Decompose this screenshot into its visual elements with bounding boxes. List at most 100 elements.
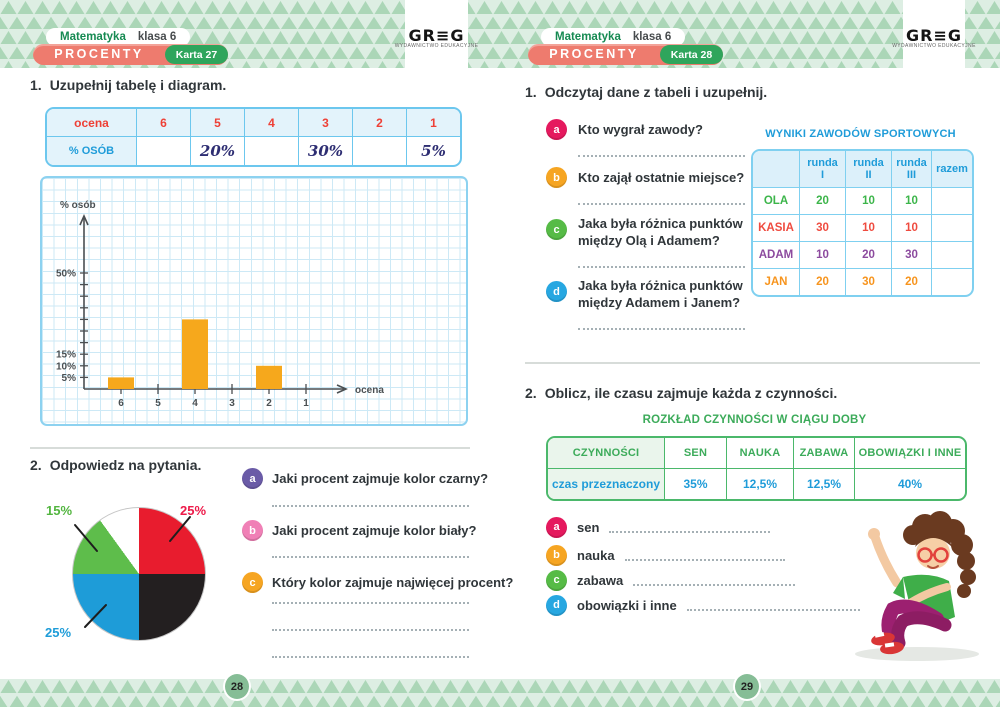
- score-cell: 20: [845, 241, 891, 268]
- grades-row-label: % OSÓB: [47, 136, 136, 165]
- x-axis-arrow: [336, 384, 348, 394]
- activity-header-cell: OBOWIĄZKI I INNE: [854, 438, 965, 468]
- activity-item: d obowiązki i inne: [546, 594, 860, 616]
- answer-line: [272, 556, 469, 558]
- grade-label: klasa 6: [632, 31, 672, 43]
- answer-line: [609, 531, 770, 533]
- bottom-pattern-band: [0, 679, 1000, 707]
- score-cell: 10: [891, 214, 931, 241]
- header-numeral: I: [820, 169, 825, 181]
- card-pill-right: Karta 28: [660, 45, 723, 64]
- grade-header-cell: 1: [406, 109, 460, 136]
- question-badge: d: [546, 281, 567, 302]
- card-label: Karta 28: [670, 48, 713, 61]
- item-label: zabawa: [577, 572, 624, 588]
- question-text: Kto zajął ostatnie miejsce?: [578, 170, 745, 185]
- logo-notch-right: GR≡G WYDAWNICTWO EDUKACYJNE: [892, 0, 975, 68]
- task-number: 2.: [30, 457, 42, 473]
- pie-label-line: [169, 516, 191, 542]
- answer-line: [272, 602, 469, 604]
- pie-label-lines: [74, 516, 191, 628]
- task-text: Odpowiedz na pytania.: [49, 457, 202, 473]
- item-badge: c: [546, 569, 567, 591]
- competitor-name: ADAM: [753, 241, 799, 268]
- x-axis-title: ocena: [355, 385, 384, 396]
- header-word: runda: [853, 156, 884, 169]
- activity-header-cell: ZABAWA: [793, 438, 854, 468]
- activity-header-cell: NAUKA: [726, 438, 793, 468]
- greg-logo-tagline: WYDAWNICTWO EDUKACYJNE: [394, 43, 479, 49]
- score-cell: 10: [799, 241, 845, 268]
- logo-notch-left: GR≡G WYDAWNICTWO EDUKACYJNE: [395, 0, 478, 68]
- task-text: Odczytaj dane z tabeli i uzupełnij.: [544, 84, 768, 100]
- score-cell: 30: [799, 214, 845, 241]
- question-text: Jaka była różnica punktów między Adamem …: [578, 278, 743, 311]
- score-cell: 20: [891, 268, 931, 295]
- answer-line: [624, 559, 785, 561]
- page-number-left: 28: [223, 672, 251, 701]
- score-cell: 20: [799, 268, 845, 295]
- item-label: obowiązki i inne: [577, 597, 677, 613]
- section-divider-right: [525, 362, 980, 364]
- page-number-right: 29: [733, 672, 761, 701]
- grade-header-cell: 5: [190, 109, 244, 136]
- task-text: Uzupełnij tabelę i diagram.: [49, 77, 227, 93]
- section-divider-left: [30, 447, 470, 449]
- percent-value-cell: 5%: [406, 136, 460, 165]
- task2-left: 2. Odpowiedz na pytania.: [30, 457, 201, 473]
- item-badge: a: [546, 516, 567, 538]
- score-cell: 30: [845, 268, 891, 295]
- results-header-cell: runda II: [845, 151, 891, 187]
- y-tick-label: 5%: [62, 373, 77, 384]
- x-tick-label: 6: [118, 398, 124, 409]
- grades-table-corner-label: ocena: [47, 109, 136, 136]
- grade-header-cell: 4: [244, 109, 298, 136]
- pie-slice-label: 25%: [180, 503, 207, 518]
- score-cell: [931, 241, 972, 268]
- bar: [108, 377, 134, 389]
- bar: [182, 319, 208, 389]
- percent-value-cell: 20%: [190, 136, 244, 165]
- x-tick-label: 4: [192, 398, 198, 409]
- item-badge: d: [546, 594, 567, 616]
- task-text: Oblicz, ile czasu zajmuje każda z czynno…: [544, 385, 838, 401]
- item-badge: b: [546, 544, 567, 566]
- topic-label: PROCENTY: [549, 47, 639, 61]
- competitor-name: JAN: [753, 268, 799, 295]
- y-tick-label: 50%: [56, 269, 76, 280]
- question-badge: b: [546, 167, 567, 188]
- activity-header-cell: SEN: [664, 438, 726, 468]
- answer-line: [272, 629, 469, 631]
- answer-line: [686, 609, 860, 611]
- activity-item: b nauka: [546, 544, 785, 566]
- subject-label: Matematyka: [60, 31, 126, 43]
- day-table-title: ROZKŁAD CZYNNOŚCI W CIĄGU DOBY: [642, 414, 867, 426]
- girl-illustration: [855, 511, 979, 661]
- question-text: Jaki procent zajmuje kolor czarny?: [272, 471, 489, 486]
- results-corner-cell: [753, 151, 799, 187]
- score-cell: 10: [845, 214, 891, 241]
- percent-value-cell: [244, 136, 298, 165]
- question-text: Kto wygrał zawody?: [578, 122, 703, 137]
- results-header-cell: runda I: [799, 151, 845, 187]
- y-tick-label: 15%: [56, 350, 76, 361]
- question-badge: a: [242, 468, 263, 489]
- task1-left: 1. Uzupełnij tabelę i diagram.: [30, 77, 226, 93]
- score-cell: 10: [845, 187, 891, 214]
- score-cell: [931, 268, 972, 295]
- topic-label: PROCENTY: [54, 47, 144, 61]
- score-cell: [931, 187, 972, 214]
- competitor-name: OLA: [753, 187, 799, 214]
- answer-line: [633, 584, 795, 586]
- question-text: Który kolor zajmuje najwięcej procent?: [272, 575, 514, 590]
- subject-badge-left: Matematyka klasa 6: [46, 28, 191, 46]
- grade-header-cell: 2: [352, 109, 406, 136]
- y-tick-label: 10%: [56, 361, 76, 372]
- task-number: 1.: [525, 84, 537, 100]
- percent-value-cell: [352, 136, 406, 165]
- grade-header-cell: 3: [298, 109, 352, 136]
- header-word: runda: [807, 156, 838, 169]
- score-cell: 30: [891, 241, 931, 268]
